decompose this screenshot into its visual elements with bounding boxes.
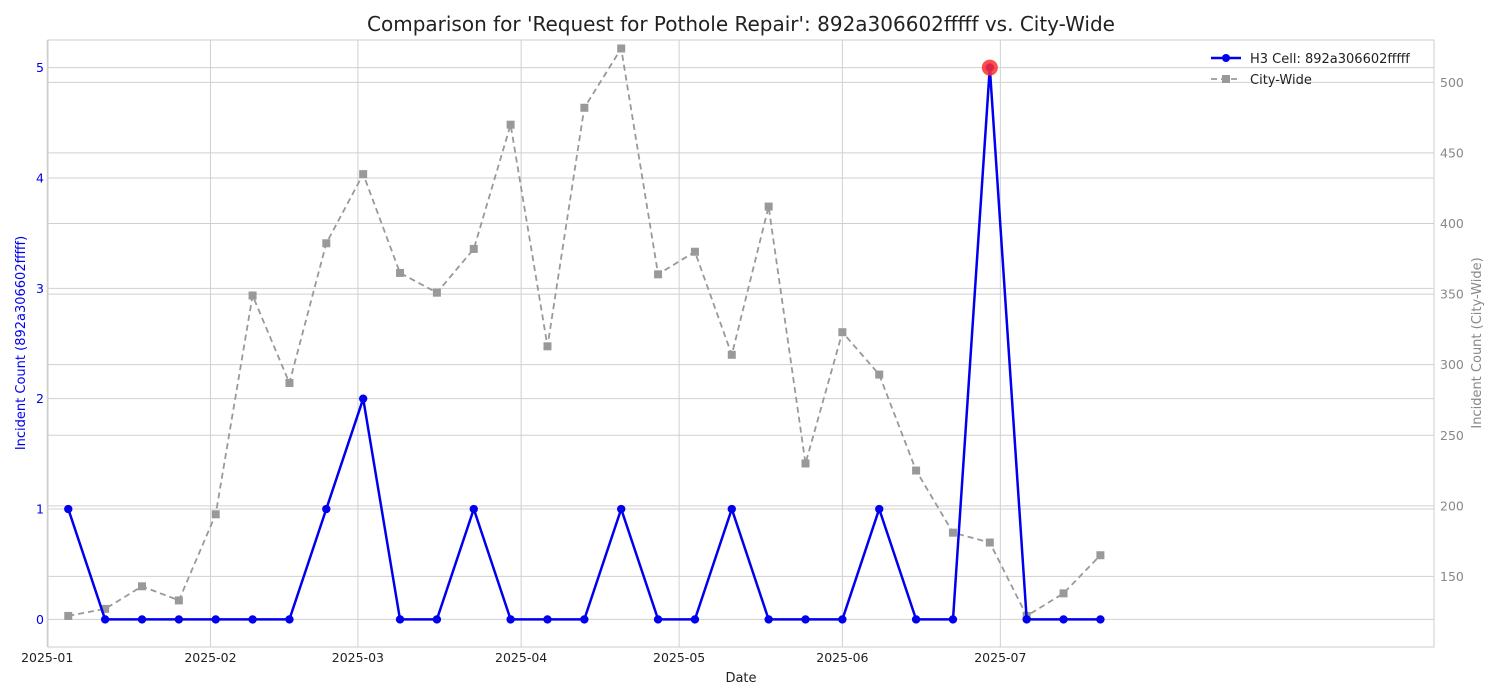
h3-cell-point bbox=[1022, 615, 1031, 624]
city-wide-point bbox=[654, 270, 663, 279]
x-tick-label: 2025-04 bbox=[495, 650, 547, 665]
city-wide-point bbox=[137, 582, 146, 591]
y-left-tick-label: 2 bbox=[36, 391, 44, 406]
h3-cell-point bbox=[1096, 615, 1105, 624]
city-wide-point bbox=[580, 103, 589, 112]
x-tick-label: 2025-03 bbox=[332, 650, 384, 665]
h3-cell-point bbox=[174, 615, 184, 624]
x-tick-label: 2025-01 bbox=[21, 650, 73, 665]
y-right-tick-label: 450 bbox=[1440, 145, 1464, 160]
h3-cell-point bbox=[580, 615, 589, 624]
city-wide-point bbox=[64, 611, 73, 620]
h3-cell-point bbox=[137, 615, 147, 624]
city-wide-point bbox=[1096, 551, 1105, 560]
city-wide-point bbox=[801, 459, 810, 468]
plot-area-frame bbox=[47, 39, 1435, 648]
ticks-layer: 2025-01 2025-02 2025-03 2025-04 2025-05 2025-… bbox=[21, 60, 1464, 665]
city-wide-point bbox=[948, 528, 957, 537]
city-wide-point bbox=[248, 291, 257, 300]
h3-cell-point bbox=[653, 615, 663, 624]
legend: H3 Cell: 892a306602fffff City-Wide bbox=[1211, 52, 1410, 88]
y-right-tick-label: 350 bbox=[1440, 287, 1464, 302]
h3-cell-point bbox=[948, 615, 958, 624]
x-tick-label: 2025-07 bbox=[974, 650, 1026, 665]
h3-cell-point bbox=[801, 615, 810, 624]
h3-cell-point bbox=[506, 615, 515, 624]
h3-cell-point bbox=[838, 615, 847, 624]
h3-cell-point bbox=[64, 504, 73, 514]
h3-cell-point bbox=[432, 615, 442, 624]
city-wide-point bbox=[396, 268, 405, 277]
h3-cell-point bbox=[543, 615, 552, 624]
x-tick-label: 2025-06 bbox=[816, 650, 868, 665]
city-wide-point bbox=[764, 202, 773, 211]
city-wide-point bbox=[211, 510, 220, 519]
city-wide-point bbox=[1059, 589, 1068, 598]
city-wide-point bbox=[690, 247, 699, 256]
city-wide-line bbox=[68, 45, 1102, 618]
city-wide-point bbox=[322, 239, 331, 248]
y-left-tick-label: 0 bbox=[36, 612, 44, 627]
city-wide-point bbox=[359, 170, 368, 179]
y-right-tick-label: 200 bbox=[1440, 498, 1464, 513]
highlight-point bbox=[981, 59, 998, 76]
city-wide-point bbox=[101, 604, 110, 613]
h3-cell-point bbox=[100, 615, 110, 624]
city-wide-point bbox=[617, 44, 626, 53]
x-tick-label: 2025-02 bbox=[184, 650, 236, 665]
h3-cell-point bbox=[285, 615, 294, 624]
city-wide-point bbox=[543, 342, 552, 351]
h3-cell-point bbox=[764, 615, 773, 624]
city-wide-point bbox=[174, 596, 183, 605]
y-left-tick-label: 3 bbox=[36, 281, 44, 296]
h3-cell-point bbox=[1059, 615, 1068, 624]
grid bbox=[46, 40, 1434, 647]
y-right-tick-label: 400 bbox=[1440, 216, 1464, 231]
h3-cell-point bbox=[248, 615, 257, 624]
h3-cell-point bbox=[395, 615, 405, 624]
h3-cell-point bbox=[616, 504, 626, 514]
y-right-tick-label: 150 bbox=[1440, 569, 1464, 584]
legend-marker-city-wide bbox=[1222, 75, 1230, 83]
h3-cell-line bbox=[67, 67, 1101, 621]
y-right-axis-label: Incident Count (City-Wide) bbox=[1470, 257, 1485, 428]
h3-cell-point bbox=[875, 504, 884, 514]
legend-marker-h3-cell bbox=[1222, 54, 1230, 62]
city-wide-point bbox=[432, 288, 441, 297]
x-tick-label: 2025-05 bbox=[653, 650, 705, 665]
y-right-tick-label: 500 bbox=[1440, 75, 1464, 90]
y-right-tick-label: 300 bbox=[1440, 357, 1464, 372]
h3-cell-point bbox=[911, 615, 921, 624]
city-wide-point bbox=[875, 370, 884, 379]
h3-cell-point bbox=[358, 394, 368, 403]
series-layer bbox=[64, 44, 1105, 624]
h3-cell-point bbox=[322, 504, 331, 514]
city-wide-point bbox=[469, 244, 478, 253]
city-wide-point bbox=[285, 379, 294, 388]
h3-cell-point bbox=[469, 504, 478, 514]
h3-cell-point bbox=[690, 615, 700, 624]
city-wide-point bbox=[506, 120, 515, 129]
y-left-axis-label: Incident Count (892a306602fffff) bbox=[14, 236, 29, 450]
h3-cell-point bbox=[211, 615, 220, 624]
y-right-tick-label: 250 bbox=[1440, 428, 1464, 443]
legend-label-city-wide: City-Wide bbox=[1250, 73, 1312, 88]
h3-cell-point bbox=[727, 504, 736, 514]
y-left-tick-label: 1 bbox=[36, 502, 44, 517]
y-left-tick-label: 5 bbox=[36, 60, 44, 75]
x-axis-label: Date bbox=[725, 671, 756, 686]
city-wide-point bbox=[727, 350, 736, 359]
city-wide-point bbox=[985, 538, 994, 547]
city-wide-point bbox=[838, 328, 847, 337]
chart-title: Comparison for 'Request for Pothole Repa… bbox=[367, 12, 1115, 36]
legend-label-h3-cell: H3 Cell: 892a306602fffff bbox=[1250, 52, 1410, 67]
city-wide-point bbox=[912, 466, 921, 475]
y-left-tick-label: 4 bbox=[36, 170, 44, 185]
